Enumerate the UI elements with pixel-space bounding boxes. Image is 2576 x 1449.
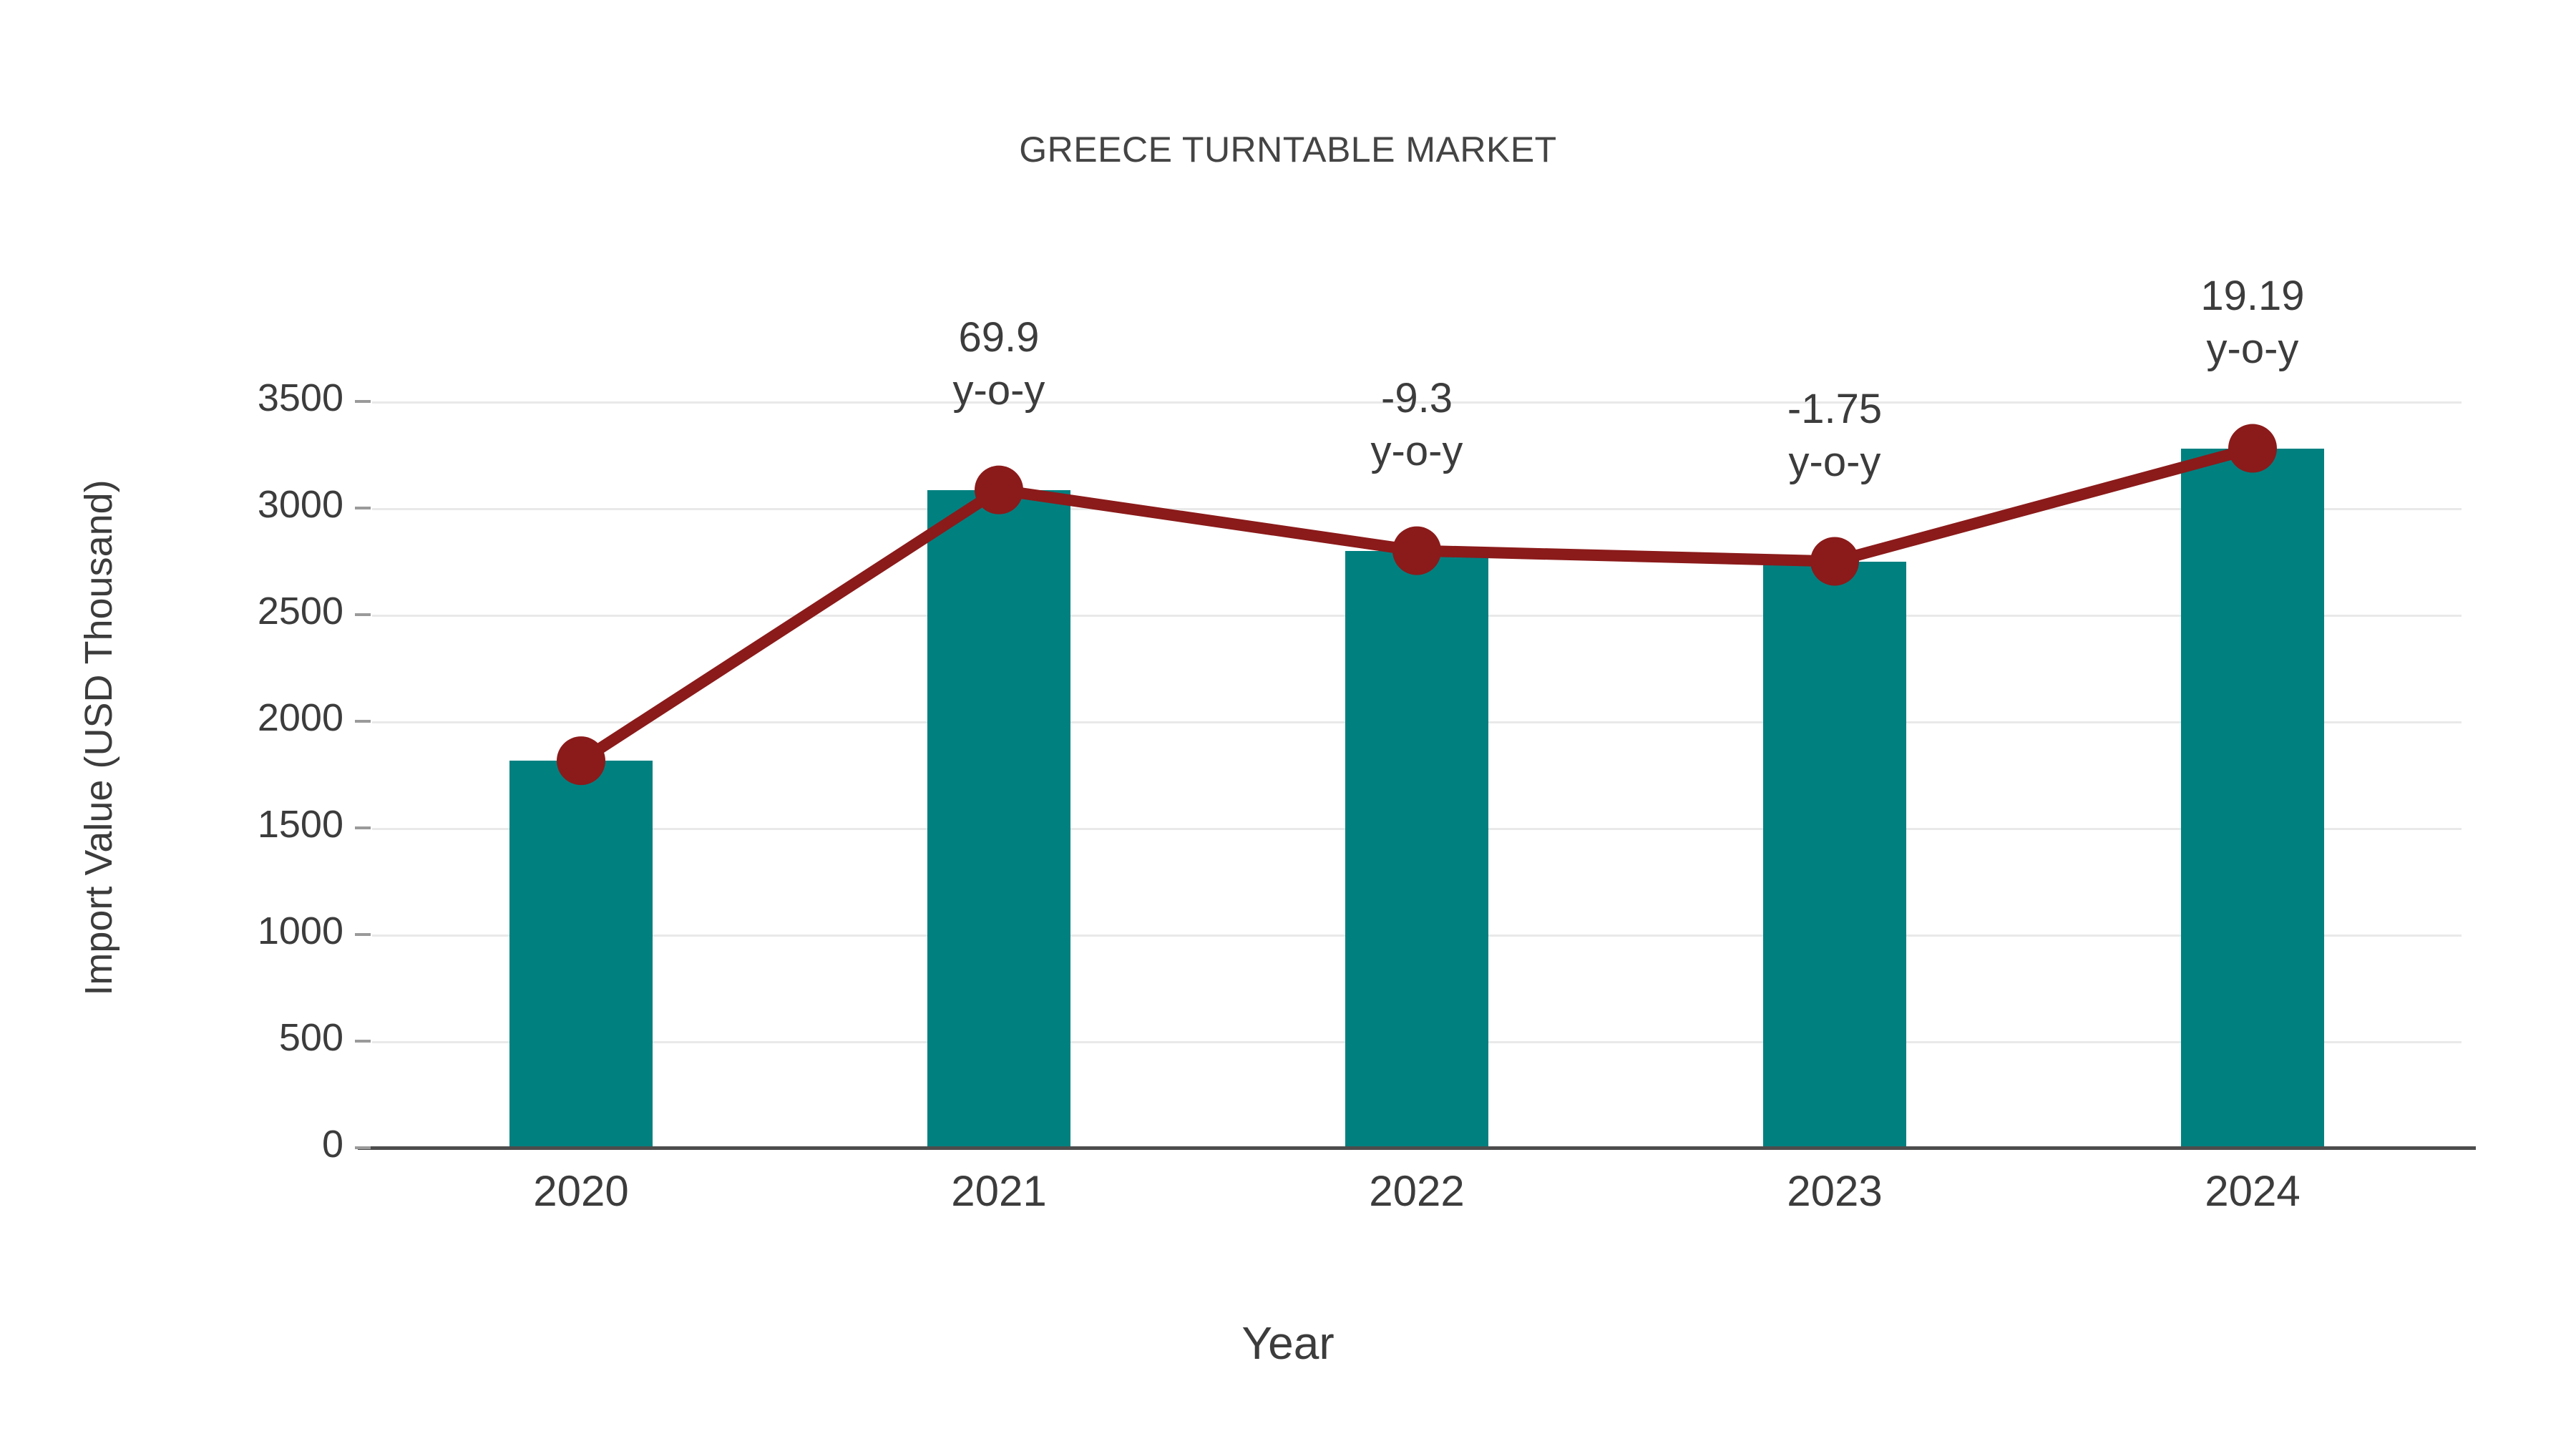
x-tick-label: 2024: [2205, 1167, 2301, 1215]
y-axis-title: Import Value (USD Thousand): [77, 479, 120, 996]
y-tick-label: 500: [278, 1016, 343, 1059]
y-tick-mark: [355, 826, 371, 829]
gridline: [372, 508, 2462, 510]
y-tick-label: 2500: [257, 590, 343, 633]
yoy-annotation: 19.19 y-o-y: [2074, 270, 2431, 376]
y-tick-mark: [355, 1040, 371, 1043]
x-tick-label: 2023: [1787, 1167, 1883, 1215]
y-tick-mark: [355, 507, 371, 509]
y-tick-label: 3500: [257, 376, 343, 419]
plot-area: [372, 372, 2462, 1148]
y-tick-mark: [355, 400, 371, 403]
y-tick-mark: [355, 1146, 371, 1149]
y-tick-mark: [355, 613, 371, 616]
x-axis-line: [358, 1146, 2476, 1150]
bar: [2181, 448, 2324, 1148]
yoy-annotation: -9.3 y-o-y: [1238, 372, 1596, 478]
yoy-value: -9.3: [1381, 374, 1453, 421]
yoy-unit: y-o-y: [952, 366, 1045, 414]
y-tick-mark: [355, 720, 371, 723]
yoy-value: -1.75: [1787, 385, 1883, 432]
y-tick-label: 1000: [257, 909, 343, 952]
bar: [927, 489, 1070, 1148]
yoy-annotation: 69.9 y-o-y: [820, 311, 1178, 417]
x-tick-label: 2020: [533, 1167, 629, 1215]
y-tick-label: 0: [321, 1123, 343, 1166]
y-tick-label: 2000: [257, 696, 343, 739]
yoy-value: 19.19: [2200, 272, 2305, 319]
x-axis-title: Year: [1241, 1317, 1335, 1369]
chart-title: GREECE TURNTABLE MARKET: [1019, 130, 1557, 170]
gridline: [372, 401, 2462, 404]
yoy-unit: y-o-y: [1370, 427, 1463, 474]
y-tick-mark: [355, 933, 371, 936]
y-tick-label: 1500: [257, 803, 343, 846]
yoy-unit: y-o-y: [2206, 325, 2299, 372]
x-tick-label: 2022: [1369, 1167, 1465, 1215]
y-tick-label: 3000: [257, 483, 343, 526]
yoy-value: 69.9: [958, 313, 1040, 361]
bar: [509, 761, 653, 1148]
bar: [1345, 550, 1488, 1148]
bar: [1763, 561, 1906, 1148]
yoy-unit: y-o-y: [1788, 438, 1881, 485]
yoy-annotation: -1.75 y-o-y: [1656, 383, 2014, 489]
x-tick-label: 2021: [951, 1167, 1047, 1215]
